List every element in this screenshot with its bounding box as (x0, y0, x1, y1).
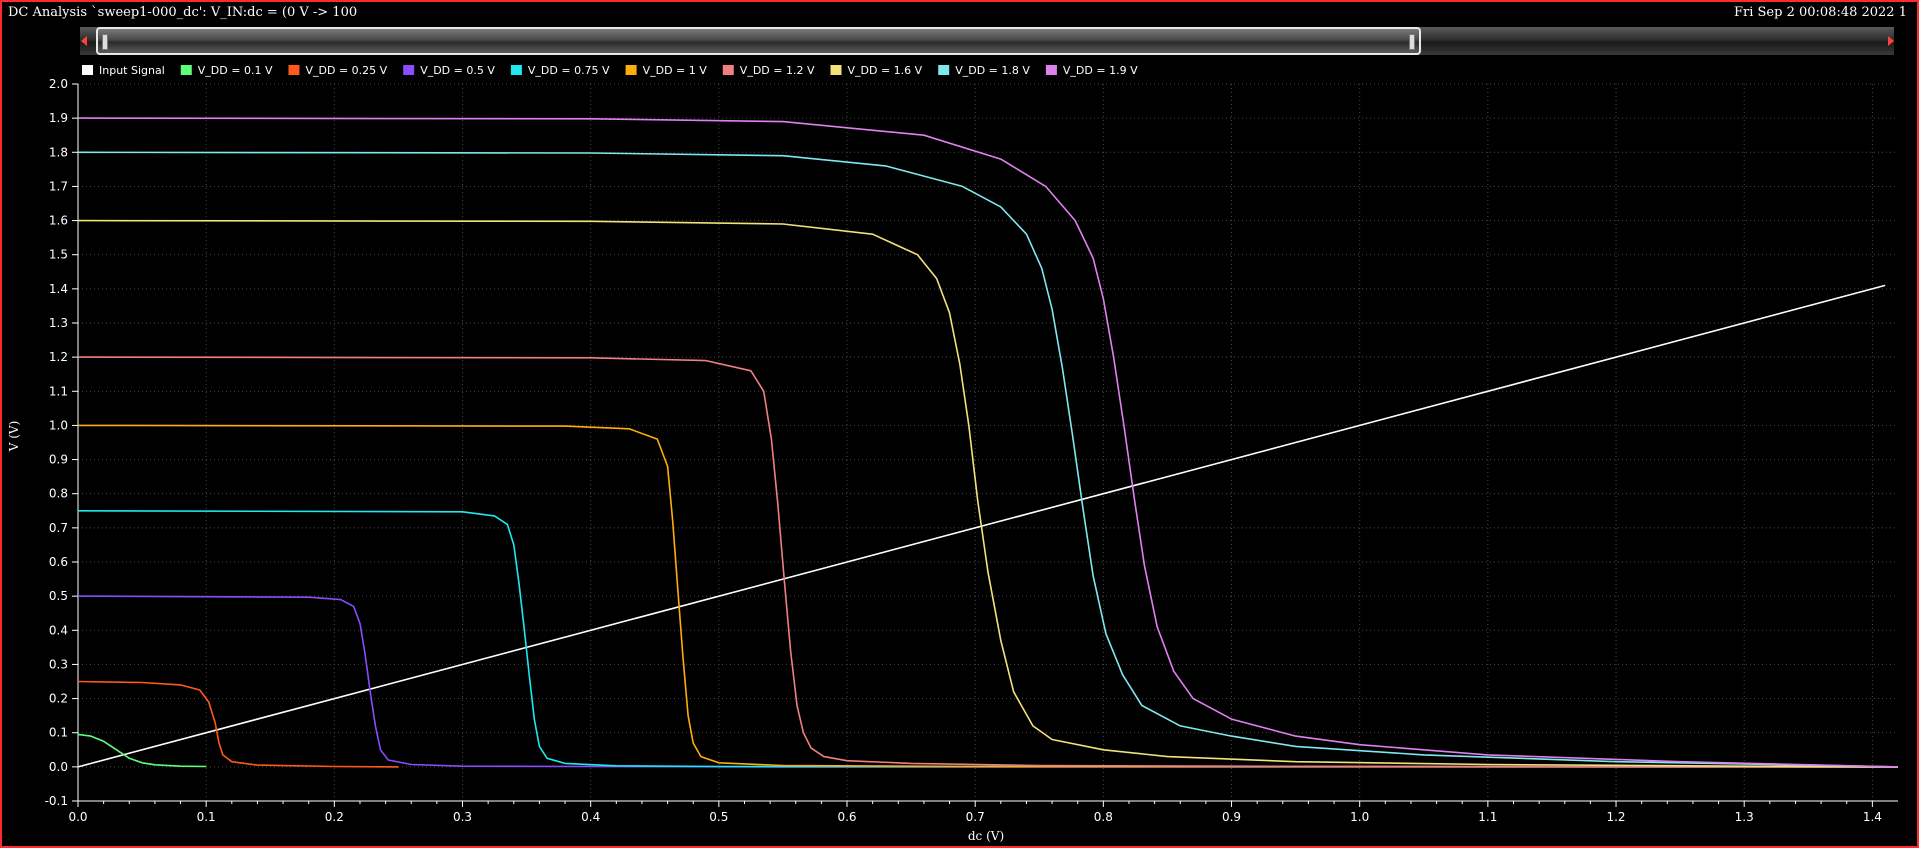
x-tick-label: 0.0 (68, 810, 87, 824)
y-tick-label: 1.7 (49, 179, 68, 193)
x-tick-label: 1.1 (1478, 810, 1497, 824)
x-tick-label: 1.4 (1863, 810, 1882, 824)
x-tick-label: 1.0 (1350, 810, 1369, 824)
x-tick-label: 0.1 (197, 810, 216, 824)
nav-right-arrow-icon[interactable] (1888, 36, 1894, 46)
y-tick-label: 0.2 (49, 692, 68, 706)
y-tick-label: 0.5 (49, 589, 68, 603)
y-tick-label: 0.6 (49, 555, 68, 569)
x-tick-label: 0.2 (325, 810, 344, 824)
series-line-8 (77, 151, 1899, 768)
y-tick-label: 2.0 (49, 77, 68, 91)
y-tick-label: 1.5 (49, 248, 68, 262)
legend-swatch-3[interactable] (403, 65, 415, 75)
legend-swatch-6[interactable] (722, 65, 734, 75)
y-tick-label: 1.4 (49, 282, 68, 296)
y-tick-label: 0.7 (49, 521, 68, 535)
legend-label-8[interactable]: V_DD = 1.8 V (955, 64, 1030, 77)
legend-label-4[interactable]: V_DD = 0.75 V (528, 64, 610, 77)
thumb-left-grip[interactable] (102, 34, 108, 50)
series-line-3 (77, 595, 1898, 768)
series-plot-area (77, 117, 1899, 768)
datetime-stamp: Fri Sep 2 00:08:48 2022 1 (1734, 5, 1907, 20)
legend-label-6[interactable]: V_DD = 1.2 V (740, 64, 815, 77)
legend-label-9[interactable]: V_DD = 1.9 V (1063, 64, 1138, 77)
series-line-2 (77, 680, 399, 768)
x-tick-label: 0.5 (709, 810, 728, 824)
grid (77, 83, 1898, 802)
sweep-navigator-thumb[interactable] (96, 27, 1421, 55)
legend-label-7[interactable]: V_DD = 1.6 V (848, 64, 923, 77)
legend-label-3[interactable]: V_DD = 0.5 V (420, 64, 495, 77)
y-tick-label: 0.1 (49, 726, 68, 740)
y-tick-label: 1.8 (49, 145, 68, 159)
x-tick-label: 0.9 (1222, 810, 1241, 824)
legend-swatch-0[interactable] (82, 65, 93, 75)
y-tick-label: 0.0 (49, 760, 68, 774)
y-tick-label: 1.6 (49, 214, 68, 228)
series-line-6 (77, 356, 1899, 768)
legend-label-1[interactable]: V_DD = 0.1 V (198, 64, 273, 77)
series-line-1 (77, 733, 207, 768)
legend-swatch-5[interactable] (625, 65, 637, 75)
x-tick-label: 1.3 (1735, 810, 1754, 824)
series-line-7 (77, 219, 1899, 768)
x-tick-label: 0.4 (581, 810, 600, 824)
y-tick-label: 0.8 (49, 487, 68, 501)
series-line-5 (77, 424, 1899, 768)
legend-swatch-7[interactable] (830, 65, 842, 75)
y-tick-label: 1.1 (49, 384, 68, 398)
legend-label-0[interactable]: Input Signal (99, 64, 165, 77)
x-tick-label: 0.8 (1094, 810, 1113, 824)
legend-swatch-2[interactable] (288, 65, 300, 75)
legend-swatch-9[interactable] (1045, 65, 1057, 75)
y-tick-label: 1.3 (49, 316, 68, 330)
legend-swatch-8[interactable] (938, 65, 950, 75)
legend-label-5[interactable]: V_DD = 1 V (643, 64, 708, 77)
x-tick-label: 0.6 (837, 810, 856, 824)
axes: 0.0 0.1 0.2 0.3 0.4 0.5 0.6 0.7 0.8 0.9 1.0 1.1 1.2 1… (45, 77, 1898, 824)
y-tick-label: 1.9 (49, 111, 68, 125)
nav-left-arrow-icon[interactable] (81, 36, 87, 46)
y-tick-label: 0.4 (49, 623, 68, 637)
y-tick-label: 0.3 (49, 657, 68, 671)
y-axis-title: V (V) (7, 421, 21, 453)
y-tick-label: 1.0 (49, 418, 68, 432)
thumb-right-grip[interactable] (1409, 34, 1415, 50)
series-line-9 (77, 117, 1899, 768)
window-title: DC Analysis `sweep1-000_dc': V_IN:dc = (… (8, 5, 358, 20)
x-tick-label: 0.3 (453, 810, 472, 824)
legend-swatch-1[interactable] (180, 65, 192, 75)
y-tick-label: 0.9 (49, 453, 68, 467)
x-axis-title: dc (V) (968, 829, 1004, 843)
y-tick-label: -0.1 (45, 794, 68, 808)
legend-label-2[interactable]: V_DD = 0.25 V (305, 64, 387, 77)
x-tick-label: 0.7 (966, 810, 985, 824)
legend[interactable]: Input Signal V_DD = 0.1 V V_DD = 0.25 V V_D… (82, 64, 1138, 77)
legend-swatch-4[interactable] (510, 65, 522, 75)
x-tick-label: 1.2 (1606, 810, 1625, 824)
series-line-4 (77, 509, 1899, 768)
y-tick-label: 1.2 (49, 350, 68, 364)
